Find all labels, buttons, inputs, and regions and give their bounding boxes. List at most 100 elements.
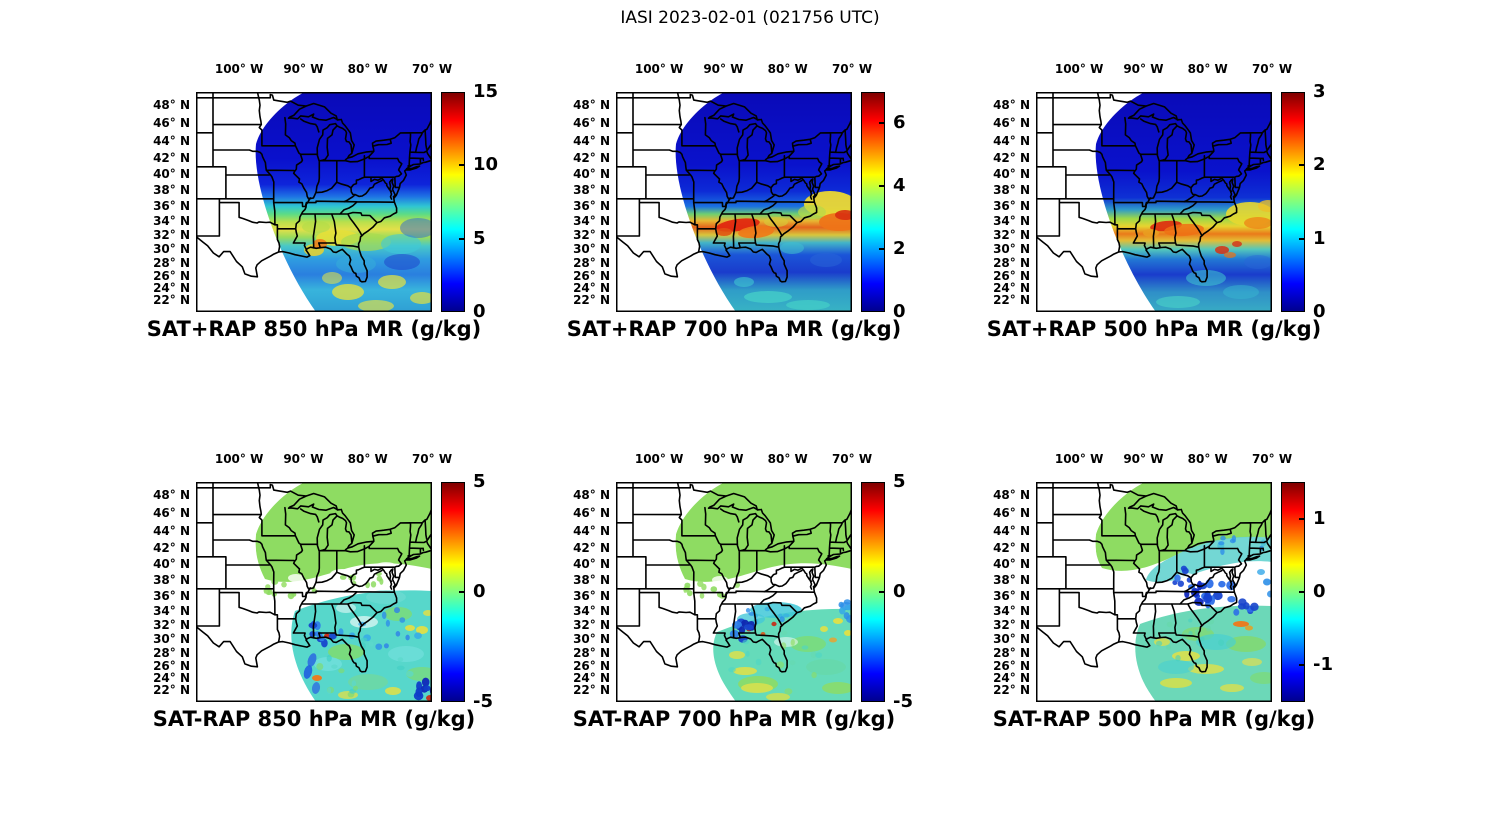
colorbar <box>441 482 465 702</box>
colorbar-tick <box>1299 664 1304 667</box>
lat-tick-label: 32° N <box>153 228 190 242</box>
lon-tick-label: 100° W <box>634 62 684 76</box>
lat-tick-label: 28° N <box>573 645 610 660</box>
lon-tick-label: 90° W <box>1123 452 1164 466</box>
lat-tick-label: 48° N <box>153 488 190 502</box>
lat-tick-label: 48° N <box>573 98 610 112</box>
colorbar-tick-label: 1 <box>1313 227 1326 249</box>
colorbar-tick <box>459 237 464 240</box>
lat-tick-label: 32° N <box>573 618 610 632</box>
lat-tick-label: 34° N <box>153 603 190 618</box>
colorbar-tick <box>879 185 884 188</box>
lat-tick-label: 28° N <box>153 255 190 270</box>
lat-tick-label: 48° N <box>993 98 1030 112</box>
colorbar-tick-label: 5 <box>473 227 486 249</box>
lat-tick-label: 34° N <box>153 213 190 228</box>
lat-tick-label: 44° N <box>993 133 1030 148</box>
colorbar-tick-label: 10 <box>473 154 499 176</box>
map-svg <box>195 91 453 312</box>
lat-tick-label: 28° N <box>153 645 190 660</box>
panel-title: SAT-RAP 700 hPa MR (g/kg) <box>572 707 896 731</box>
colorbar-tick-label: 0 <box>473 301 486 322</box>
lat-tick-label: 32° N <box>573 228 610 242</box>
lat-tick-label: 44° N <box>993 523 1030 538</box>
lat-tick-label: 42° N <box>993 150 1030 165</box>
lon-tick-label: 90° W <box>703 62 744 76</box>
lon-tick-label: 80° W <box>1187 452 1228 466</box>
map-frame <box>616 482 852 702</box>
lat-tick-label: 36° N <box>573 198 610 213</box>
state-borders <box>1035 91 1293 283</box>
lat-tick-label: 46° N <box>573 116 610 130</box>
lon-tick-label: 80° W <box>767 62 808 76</box>
lat-tick-label: 42° N <box>153 540 190 555</box>
lat-tick-label: 32° N <box>993 228 1030 242</box>
lon-tick-label: 90° W <box>283 452 324 466</box>
lat-tick-label: 36° N <box>993 588 1030 603</box>
lat-tick-label: 38° N <box>573 573 610 587</box>
lon-tick-label: 70° W <box>411 452 453 466</box>
lat-tick-label: 24° N <box>153 671 190 685</box>
colorbar-tick-label: -5 <box>893 691 913 712</box>
map-frame <box>1036 482 1272 702</box>
lon-tick-label: 90° W <box>703 452 744 466</box>
lat-tick-label: 22° N <box>993 683 1030 697</box>
map-svg <box>615 91 873 312</box>
lat-tick-label: 38° N <box>153 183 190 197</box>
lat-tick-label: 34° N <box>993 603 1030 618</box>
state-borders <box>1035 481 1293 673</box>
lat-tick-label: 48° N <box>993 488 1030 502</box>
colorbar <box>861 92 885 312</box>
lon-tick-label: 70° W <box>411 62 453 76</box>
map-frame <box>196 92 432 312</box>
lat-tick-label: 46° N <box>153 116 190 130</box>
lon-tick-label: 100° W <box>1054 452 1104 466</box>
lat-tick-label: 26° N <box>993 658 1030 673</box>
lat-tick-label: 30° N <box>153 242 190 256</box>
lon-tick-label: 70° W <box>1251 62 1293 76</box>
lat-tick-label: 38° N <box>993 573 1030 587</box>
lat-tick-label: 40° N <box>573 167 610 181</box>
lat-tick-label: 42° N <box>573 540 610 555</box>
panel-map <box>615 91 873 312</box>
lat-tick-label: 30° N <box>573 632 610 646</box>
lon-tick-label: 80° W <box>347 452 388 466</box>
lat-tick-label: 26° N <box>573 658 610 673</box>
lon-tick-label: 90° W <box>283 62 324 76</box>
colorbar <box>1281 92 1305 312</box>
lat-tick-label: 48° N <box>153 98 190 112</box>
panel-map <box>1035 91 1293 312</box>
panel-map <box>615 481 873 702</box>
lat-tick-label: 40° N <box>153 167 190 181</box>
lat-tick-label: 24° N <box>573 671 610 685</box>
lat-tick-label: 46° N <box>573 506 610 520</box>
lat-tick-label: 38° N <box>993 183 1030 197</box>
lat-tick-label: 46° N <box>153 506 190 520</box>
lon-tick-label: 80° W <box>347 62 388 76</box>
lat-tick-label: 42° N <box>153 150 190 165</box>
colorbar-tick <box>1299 164 1304 167</box>
map-svg <box>1035 481 1293 702</box>
lon-tick-label: 70° W <box>831 62 873 76</box>
lon-tick-label: 100° W <box>214 62 264 76</box>
lat-tick-label: 40° N <box>993 557 1030 571</box>
colorbar-tick-label: 5 <box>473 471 486 492</box>
colorbar-tick-label: 0 <box>893 301 906 322</box>
state-borders <box>615 481 873 673</box>
lat-tick-label: 46° N <box>993 116 1030 130</box>
lat-tick-label: 38° N <box>153 573 190 587</box>
lat-tick-label: 24° N <box>993 281 1030 295</box>
lat-tick-label: 30° N <box>993 242 1030 256</box>
colorbar-tick <box>459 591 464 593</box>
figure-title: IASI 2023-02-01 (021756 UTC) <box>620 8 880 28</box>
colorbar-tick <box>879 591 884 593</box>
lon-tick-label: 100° W <box>634 452 684 466</box>
lat-tick-label: 44° N <box>573 523 610 538</box>
colorbar-tick-label: 4 <box>893 175 906 197</box>
panel-title: SAT+RAP 850 hPa MR (g/kg) <box>146 317 482 341</box>
lat-tick-label: 24° N <box>573 281 610 295</box>
colorbar-tick-label: -1 <box>1313 654 1333 676</box>
lat-tick-label: 22° N <box>573 293 610 307</box>
colorbar-tick <box>879 122 884 125</box>
colorbar-tick <box>1299 517 1304 520</box>
